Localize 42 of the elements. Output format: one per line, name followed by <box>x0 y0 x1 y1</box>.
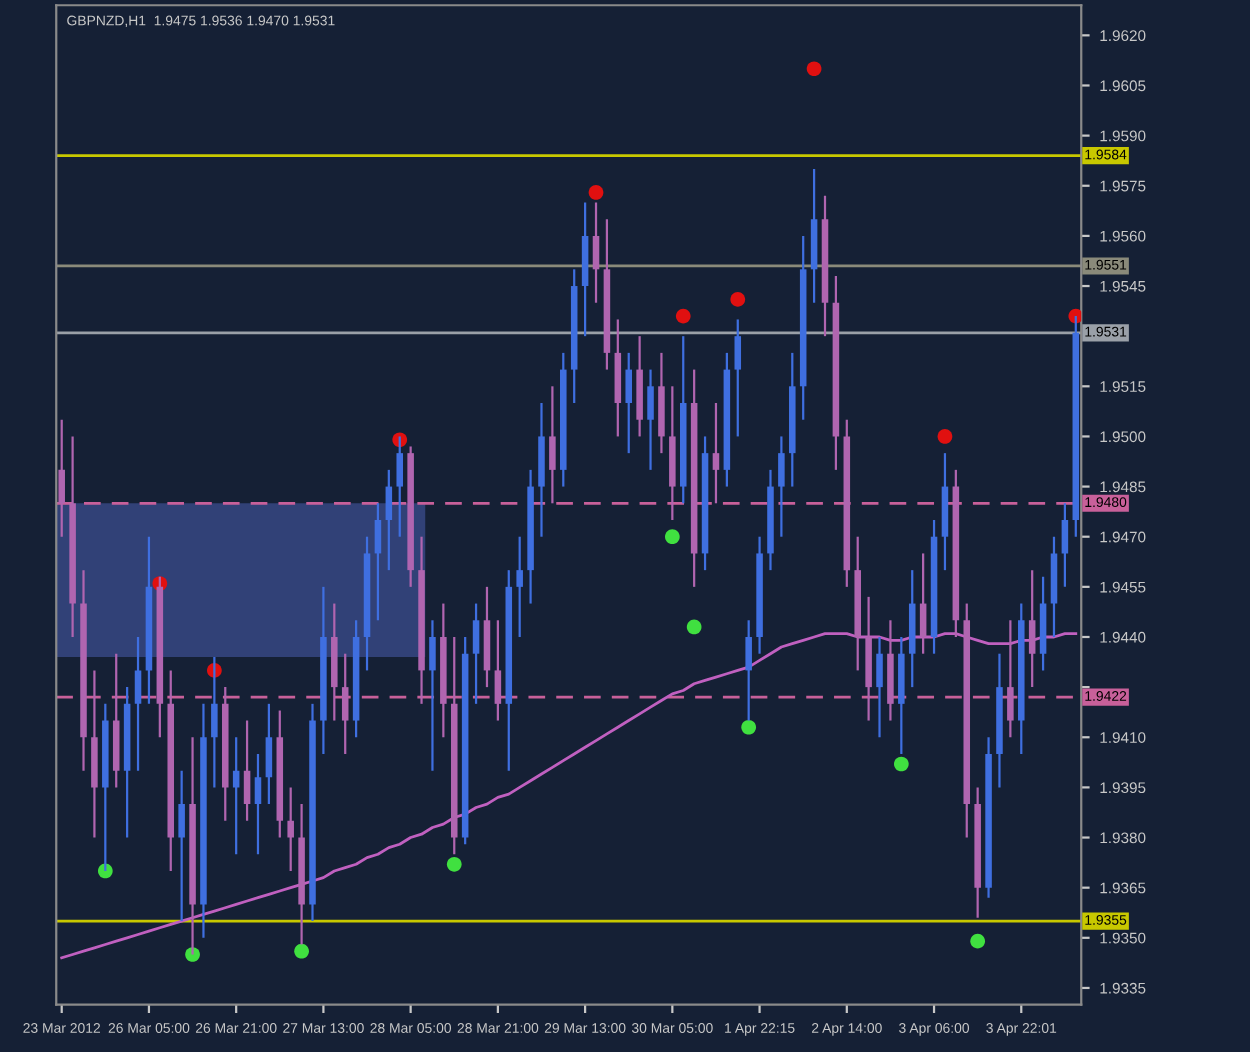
candlestick <box>374 502 382 622</box>
point <box>1068 308 1082 324</box>
point <box>294 943 309 959</box>
candlestick <box>1028 569 1036 689</box>
candlestick <box>287 786 294 873</box>
candlestick <box>494 619 502 722</box>
candlestick <box>734 318 742 438</box>
candlestick <box>919 552 927 655</box>
point <box>970 933 986 949</box>
candlestick <box>178 769 185 923</box>
point <box>741 719 757 735</box>
point <box>937 429 953 444</box>
candlestick <box>134 635 142 772</box>
point <box>588 185 604 200</box>
candlestick <box>211 655 218 789</box>
candlestick <box>254 752 262 856</box>
candlestick <box>396 435 404 538</box>
candlestick <box>712 401 720 505</box>
candlestick <box>472 602 480 705</box>
candlestick <box>429 619 436 772</box>
candlestick <box>592 201 600 304</box>
candlestick <box>265 702 273 806</box>
candlestick <box>549 385 556 505</box>
point <box>664 529 680 545</box>
candlestick <box>647 368 654 471</box>
candlestick <box>243 719 251 822</box>
point <box>686 619 702 635</box>
candlestick <box>1061 502 1069 588</box>
candlestick <box>625 351 632 455</box>
point <box>893 756 909 772</box>
point <box>675 308 691 324</box>
candlestick <box>778 435 785 538</box>
point <box>806 61 822 77</box>
candlestick <box>876 635 883 739</box>
candlestick <box>516 535 523 639</box>
point <box>730 292 746 307</box>
candlestick <box>341 652 349 756</box>
candlestick <box>385 468 393 572</box>
candlestick <box>745 619 752 722</box>
point <box>446 856 462 872</box>
candlestick <box>58 418 65 538</box>
candlestick <box>1007 619 1014 739</box>
